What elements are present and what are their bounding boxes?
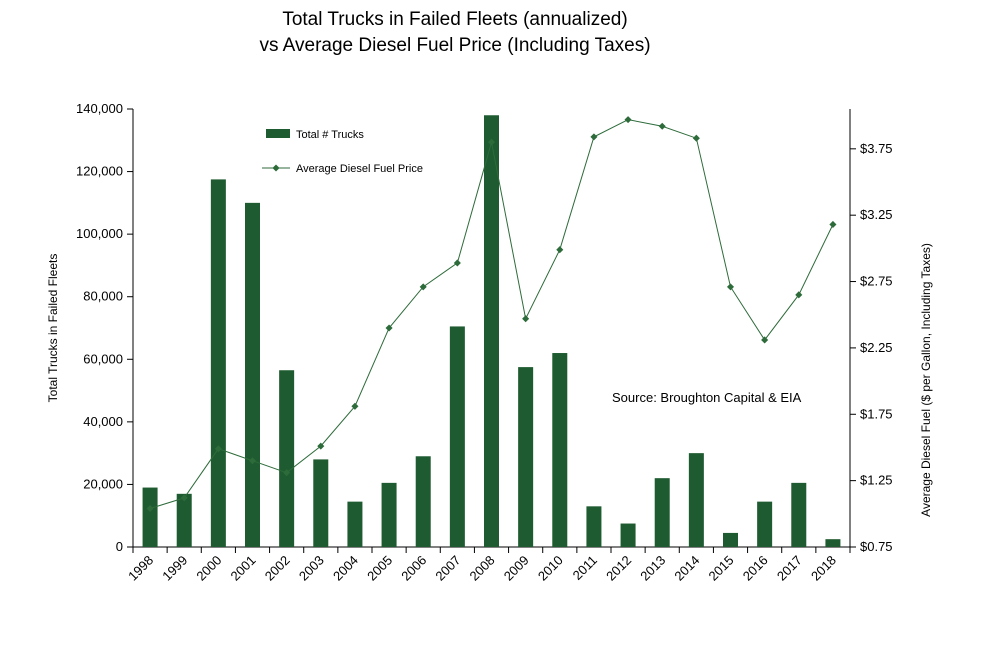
- fuel-price-point: [658, 122, 666, 130]
- left-axis-title: Total Trucks in Failed Fleets: [46, 254, 60, 403]
- bar: [484, 115, 499, 547]
- x-axis-tick-label: 2018: [808, 553, 839, 584]
- fuel-price-point: [795, 291, 803, 299]
- fuel-price-point: [522, 315, 530, 323]
- legend-label-trucks: Total # Trucks: [296, 129, 364, 141]
- x-axis-tick-label: 2002: [262, 553, 293, 584]
- left-axis-tick-label: 140,000: [76, 101, 123, 116]
- x-axis-tick-label: 2000: [193, 553, 224, 584]
- bar: [825, 539, 841, 547]
- bar: [449, 326, 465, 547]
- legend-marker-fuel: [272, 164, 280, 172]
- left-axis-tick-label: 80,000: [83, 289, 123, 304]
- bar: [688, 453, 704, 547]
- fuel-price-point: [487, 138, 496, 146]
- bar: [586, 506, 602, 547]
- source-annotation: Source: Broughton Capital & EIA: [612, 390, 802, 405]
- left-axis-tick-label: 60,000: [83, 351, 123, 366]
- bar: [757, 501, 773, 547]
- fuel-price-point: [146, 504, 154, 513]
- chart-title-line-2: vs Average Diesel Fuel Price (Including …: [259, 35, 650, 56]
- bar: [313, 459, 329, 547]
- x-axis-tick-label: 1998: [125, 553, 156, 584]
- x-axis-tick-label: 2007: [432, 553, 463, 584]
- fuel-price-point: [556, 246, 564, 254]
- x-axis-tick-label: 2015: [706, 553, 737, 584]
- fuel-price-point: [761, 336, 769, 344]
- fuel-price-point: [590, 133, 598, 141]
- left-axis-tick-label: 0: [116, 539, 123, 554]
- bar: [176, 493, 192, 547]
- bar: [279, 370, 295, 547]
- left-axis-tick-label: 100,000: [76, 226, 123, 241]
- right-axis-title: Average Diesel Fuel ($ per Gallon, Inclu…: [919, 243, 933, 517]
- x-axis-tick-label: 2008: [467, 553, 498, 584]
- bar: [791, 482, 807, 547]
- fuel-price-point: [692, 134, 700, 142]
- bar: [552, 353, 568, 547]
- fuel-price-point: [351, 402, 359, 410]
- x-axis-tick-label: 2010: [535, 553, 566, 584]
- bar: [210, 179, 226, 547]
- fuel-price-point: [829, 220, 837, 229]
- chart-title-line-1: Total Trucks in Failed Fleets (annualize…: [282, 9, 627, 30]
- right-axis-tick-label: $0.75: [860, 539, 893, 554]
- x-axis-tick-label: 2005: [364, 553, 395, 584]
- left-axis-tick-label: 120,000: [76, 164, 123, 179]
- right-axis-tick-label: $3.25: [860, 207, 893, 222]
- bar: [723, 532, 738, 547]
- x-axis-tick-label: 2001: [228, 553, 259, 584]
- fuel-price-point: [248, 457, 257, 465]
- x-axis-tick-label: 2004: [330, 553, 361, 584]
- bar: [620, 523, 636, 547]
- bar: [654, 478, 670, 547]
- x-axis-tick-label: 2016: [740, 553, 771, 584]
- fuel-price-point: [385, 324, 393, 332]
- fuel-price-point: [726, 283, 735, 291]
- fuel-price-point: [214, 445, 222, 453]
- right-axis-tick-label: $3.75: [860, 141, 893, 156]
- fuel-price-point: [419, 283, 427, 291]
- left-axis-tick-label: 40,000: [83, 414, 123, 429]
- fuel-price-point: [180, 494, 188, 502]
- x-axis-tick-label: 2003: [296, 553, 327, 584]
- x-axis-tick-label: 2017: [774, 553, 805, 584]
- x-axis-tick-label: 2009: [501, 553, 532, 584]
- bar: [142, 487, 158, 547]
- legend: Total # Trucks Average Diesel Fuel Price: [262, 129, 423, 175]
- legend-label-fuel: Average Diesel Fuel Price: [296, 163, 423, 175]
- fuel-price-point: [317, 442, 325, 450]
- bar: [381, 482, 397, 547]
- right-axis-tick-label: $1.25: [860, 473, 893, 488]
- x-axis-tick-label: 2014: [671, 553, 702, 584]
- left-axis-tick-label: 20,000: [83, 476, 123, 491]
- right-axis-tick-label: $2.75: [860, 274, 893, 289]
- x-axis-tick-label: 2011: [570, 553, 600, 583]
- fuel-price-point: [453, 259, 461, 267]
- x-axis-tick-label: 2006: [398, 553, 429, 584]
- right-axis-tick-label: $1.75: [860, 406, 893, 421]
- x-axis-tick-label: 1999: [159, 553, 190, 584]
- right-axis-tick-label: $2.25: [860, 340, 893, 355]
- legend-swatch-trucks: [266, 129, 290, 138]
- bar: [415, 456, 431, 547]
- fuel-price-point: [624, 116, 632, 124]
- fuel-price-point: [283, 469, 291, 477]
- x-axis-tick-label: 2012: [603, 553, 634, 584]
- bar: [347, 501, 363, 547]
- x-axis-tick-label: 2013: [637, 553, 668, 584]
- bar: [245, 202, 260, 547]
- bar: [518, 367, 534, 547]
